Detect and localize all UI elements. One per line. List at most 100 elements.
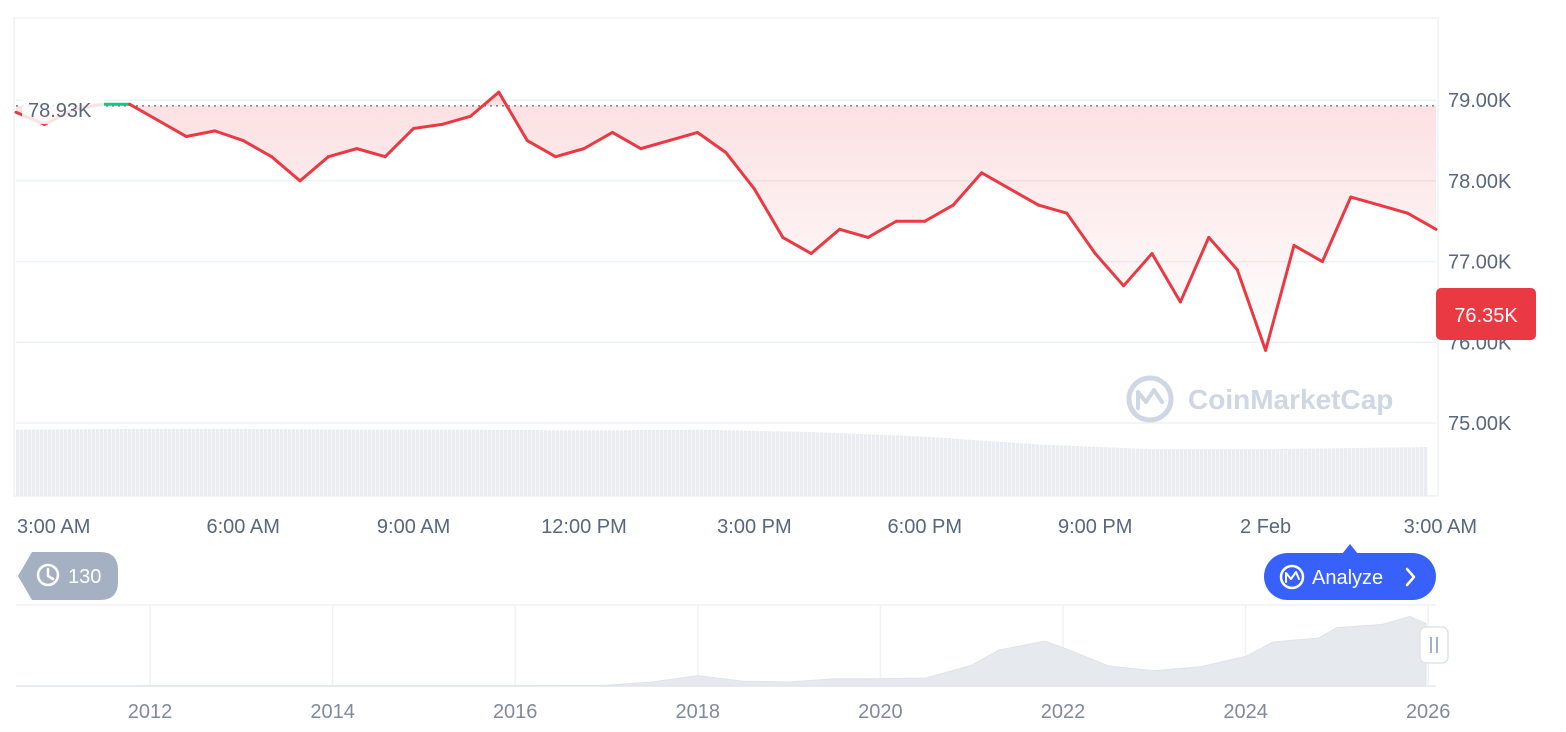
volume-bar bbox=[564, 430, 568, 496]
price-segment bbox=[724, 151, 756, 191]
volume-bar bbox=[944, 438, 948, 496]
volume-bar bbox=[376, 429, 380, 496]
volume-bar bbox=[808, 431, 812, 496]
volume-bar bbox=[92, 429, 96, 496]
volume-bar bbox=[1192, 449, 1196, 496]
current-price-badge: 76.35K bbox=[1436, 288, 1536, 340]
volume-bar bbox=[216, 428, 220, 496]
volume-bar bbox=[1276, 449, 1280, 496]
volume-bar bbox=[1288, 448, 1292, 496]
volume-bar bbox=[1100, 447, 1104, 496]
volume-bar bbox=[1296, 448, 1300, 496]
volume-bar bbox=[456, 429, 460, 496]
volume-bar bbox=[344, 429, 348, 496]
volume-bar bbox=[1112, 447, 1116, 496]
analyze-button[interactable]: Analyze bbox=[1264, 544, 1436, 600]
volume-bar bbox=[1316, 448, 1320, 496]
volume-bar bbox=[1312, 448, 1316, 496]
price-segment bbox=[184, 129, 217, 139]
volume-bar bbox=[1016, 442, 1020, 496]
volume-bar bbox=[612, 430, 616, 496]
volume-bar bbox=[372, 429, 376, 496]
volume-bar bbox=[1160, 449, 1164, 496]
volume-bar bbox=[80, 429, 84, 496]
volume-bar bbox=[656, 429, 660, 496]
volume-bar bbox=[892, 435, 896, 496]
volume-bar bbox=[908, 436, 912, 496]
volume-bar bbox=[1196, 449, 1200, 496]
volume-bar bbox=[968, 439, 972, 496]
volume-bar bbox=[704, 429, 708, 496]
volume-bar bbox=[600, 430, 604, 496]
volume-bar bbox=[748, 430, 752, 496]
volume-bar bbox=[1064, 445, 1068, 496]
volume-bar bbox=[1356, 447, 1360, 496]
volume-bar bbox=[604, 430, 608, 496]
overview-navigator[interactable]: 2012 2014 2016 2018 2020 2022 2024 2026 bbox=[15, 604, 1451, 723]
volume-bar bbox=[1248, 449, 1252, 496]
volume-bar bbox=[744, 430, 748, 496]
volume-bar bbox=[788, 431, 792, 496]
volume-bar bbox=[544, 430, 548, 496]
volume-bar bbox=[736, 430, 740, 496]
volume-bar bbox=[548, 430, 552, 496]
volume-bar bbox=[320, 429, 324, 496]
volume-bar bbox=[332, 429, 336, 496]
price-segment bbox=[1093, 252, 1126, 288]
volume-bar bbox=[936, 437, 940, 496]
volume-bar bbox=[168, 428, 172, 496]
volume-bar bbox=[720, 430, 724, 496]
volume-bar bbox=[504, 429, 508, 496]
price-segment bbox=[1406, 211, 1438, 231]
volume-bar bbox=[524, 430, 528, 496]
volume-bar bbox=[672, 429, 676, 496]
price-segment bbox=[866, 219, 898, 239]
price-segment bbox=[497, 90, 529, 143]
volume-bar bbox=[872, 434, 876, 496]
volume-bar bbox=[172, 428, 176, 496]
volume-bar bbox=[568, 430, 572, 496]
history-count: 130 bbox=[68, 566, 101, 588]
volume-bar bbox=[76, 429, 80, 496]
volume-bar bbox=[856, 433, 860, 496]
volume-bar bbox=[52, 429, 56, 496]
volume-bar bbox=[1284, 448, 1288, 496]
volume-bar bbox=[228, 428, 232, 496]
volume-bar bbox=[432, 429, 436, 496]
volume-bar bbox=[1056, 445, 1060, 496]
volume-bar bbox=[424, 429, 428, 496]
volume-bar bbox=[124, 428, 128, 496]
price-segment bbox=[156, 118, 188, 139]
volume-bar bbox=[292, 429, 296, 496]
history-badge[interactable]: 130 bbox=[18, 552, 118, 600]
price-segment bbox=[525, 139, 558, 159]
volume-bar bbox=[480, 429, 484, 496]
volume-bar bbox=[972, 439, 976, 496]
volume-bar bbox=[628, 430, 632, 496]
price-area bbox=[16, 92, 1436, 351]
volume-bar bbox=[380, 429, 384, 496]
volume-bar bbox=[1020, 443, 1024, 496]
volume-bar bbox=[312, 429, 316, 496]
volume-bar bbox=[404, 429, 408, 496]
volume-bar bbox=[1272, 449, 1276, 496]
volume-bar bbox=[1072, 445, 1076, 496]
volume-bar bbox=[1392, 447, 1396, 496]
volume-bar bbox=[356, 429, 360, 496]
x-tick-label: 12:00 PM bbox=[541, 516, 627, 538]
volume-bar bbox=[756, 430, 760, 496]
volume-bar bbox=[536, 430, 540, 496]
volume-bars bbox=[16, 428, 1428, 496]
volume-bar bbox=[708, 429, 712, 496]
volume-bar bbox=[280, 429, 284, 496]
volume-bar bbox=[988, 441, 992, 496]
volume-bar bbox=[624, 430, 628, 496]
overview-year-label: 2026 bbox=[1406, 701, 1451, 723]
volume-bar bbox=[240, 428, 244, 496]
price-segment bbox=[980, 171, 1012, 191]
volume-bar bbox=[712, 429, 716, 496]
volume-bar bbox=[96, 429, 100, 496]
navigator-handle[interactable] bbox=[1419, 626, 1449, 664]
volume-bar bbox=[1280, 449, 1284, 496]
